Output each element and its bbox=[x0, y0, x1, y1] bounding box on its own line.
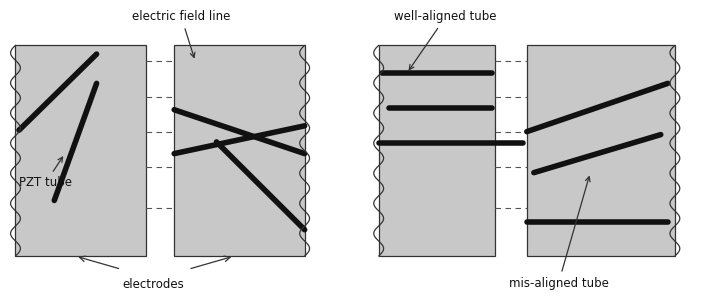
Text: mis-aligned tube: mis-aligned tube bbox=[508, 177, 608, 289]
Text: PZT tube: PZT tube bbox=[19, 157, 72, 189]
FancyBboxPatch shape bbox=[379, 45, 495, 256]
Text: electric field line: electric field line bbox=[132, 10, 230, 57]
Text: well-aligned tube: well-aligned tube bbox=[394, 10, 497, 70]
FancyBboxPatch shape bbox=[174, 45, 304, 256]
FancyBboxPatch shape bbox=[527, 45, 675, 256]
Text: electrodes: electrodes bbox=[122, 278, 184, 291]
FancyBboxPatch shape bbox=[16, 45, 146, 256]
